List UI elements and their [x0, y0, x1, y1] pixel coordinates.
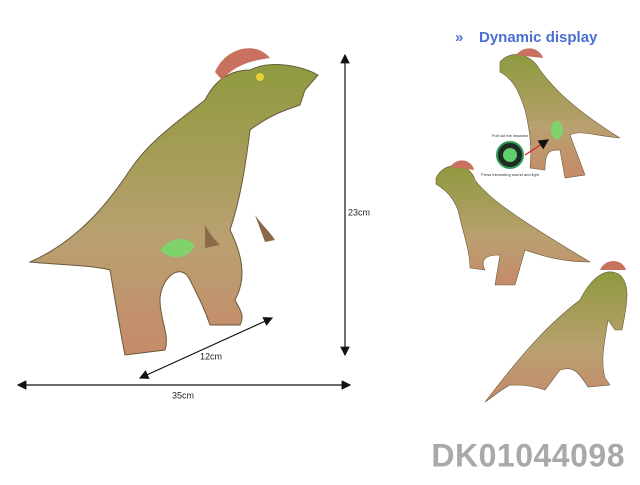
view-2: [435, 160, 592, 286]
main-dinosaur: [28, 48, 319, 356]
view-3: [484, 261, 628, 403]
product-code: DK01044098: [431, 437, 625, 473]
callout: Pull out the insulator Press interesting…: [481, 133, 550, 177]
depth-label: 12cm: [200, 351, 222, 361]
callout-bottom: Press interesting sound and light: [481, 172, 540, 177]
section-title: Dynamic display: [479, 29, 598, 46]
depth-arrow: [138, 317, 274, 379]
width-label: 35cm: [172, 390, 194, 400]
height-label: 23cm: [348, 207, 370, 217]
chevron-icon: »: [455, 29, 463, 46]
callout-top: Pull out the insulator: [492, 133, 529, 138]
view-1: [499, 48, 621, 179]
